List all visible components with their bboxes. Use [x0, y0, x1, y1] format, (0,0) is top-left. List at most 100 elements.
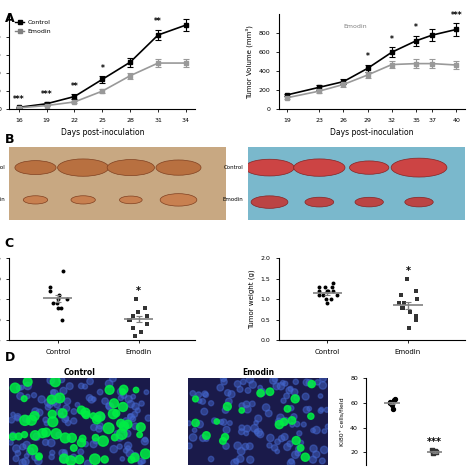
Point: [117, 388, 125, 396]
Point: [110, 446, 118, 453]
Point: [22, 458, 29, 465]
Point: [51, 390, 58, 397]
Point: [253, 428, 261, 436]
Point: [203, 435, 210, 443]
Point: [57, 412, 65, 419]
Point: [48, 396, 55, 403]
Point: [307, 412, 315, 420]
Text: ***: ***: [41, 90, 53, 99]
Point: [292, 451, 299, 458]
Point: [220, 378, 228, 385]
Point: [53, 401, 61, 408]
Point: [53, 300, 61, 307]
Point: [244, 406, 251, 413]
Point: [68, 434, 76, 442]
Point: [48, 449, 56, 456]
Point: [56, 394, 64, 402]
Point: [60, 456, 67, 463]
Point: [8, 416, 15, 424]
Point: [124, 420, 132, 428]
Text: ***: ***: [451, 11, 462, 20]
Point: [265, 410, 273, 417]
Point: [145, 414, 152, 422]
Point: [70, 444, 78, 452]
Point: [92, 437, 100, 445]
Point: [312, 451, 320, 458]
Point: [35, 452, 43, 460]
Point: [196, 397, 203, 405]
Text: Control: Control: [224, 165, 244, 170]
Point: [110, 400, 118, 407]
Point: [282, 417, 289, 425]
Point: [95, 425, 103, 433]
Point: [274, 438, 282, 446]
Point: [406, 308, 414, 315]
Point: [287, 385, 294, 392]
Point: [32, 408, 39, 415]
Point: [14, 413, 21, 420]
Point: [66, 383, 73, 390]
Point: [60, 267, 67, 274]
Point: [433, 448, 440, 456]
Point: [134, 407, 142, 414]
Point: [283, 443, 291, 451]
Point: [131, 452, 139, 460]
Point: [320, 446, 328, 454]
Point: [324, 287, 332, 295]
Point: [252, 419, 260, 427]
Point: [286, 440, 294, 447]
Circle shape: [57, 159, 109, 176]
Point: [257, 390, 264, 397]
Point: [94, 415, 101, 422]
Point: [202, 432, 210, 439]
Point: [302, 393, 310, 401]
Point: [249, 381, 256, 389]
Point: [202, 391, 210, 399]
Point: [70, 408, 78, 415]
Point: [124, 445, 132, 452]
Point: [246, 376, 254, 383]
Point: [48, 453, 55, 461]
Point: [122, 417, 130, 424]
Point: [82, 440, 90, 448]
Point: [90, 424, 98, 431]
Point: [35, 457, 42, 465]
Text: *: *: [136, 286, 141, 296]
Point: [323, 287, 331, 295]
Point: [46, 283, 54, 291]
Point: [24, 378, 31, 386]
Y-axis label: Tumor Volume (mm³): Tumor Volume (mm³): [246, 25, 253, 99]
Point: [295, 445, 303, 453]
Point: [391, 395, 399, 403]
Point: [309, 427, 317, 434]
Point: [141, 304, 148, 311]
Circle shape: [294, 159, 345, 176]
Point: [77, 382, 85, 390]
Point: [400, 300, 408, 307]
Circle shape: [305, 197, 334, 207]
Point: [70, 417, 78, 425]
Point: [273, 383, 280, 390]
Point: [63, 404, 70, 412]
Point: [36, 453, 43, 461]
Point: [120, 392, 128, 399]
Point: [221, 433, 229, 441]
Point: [319, 382, 327, 389]
Point: [73, 401, 81, 409]
Point: [17, 392, 24, 400]
Point: [329, 287, 337, 295]
Point: [121, 423, 128, 430]
Point: [132, 422, 139, 430]
Point: [266, 434, 274, 442]
Point: [53, 394, 61, 401]
Point: [314, 379, 321, 386]
Point: [55, 408, 63, 415]
Text: *: *: [365, 52, 370, 61]
Point: [122, 447, 129, 455]
Point: [285, 387, 293, 394]
Point: [282, 380, 289, 387]
Point: [284, 405, 292, 413]
Text: *: *: [100, 64, 104, 73]
Point: [292, 378, 300, 386]
Point: [22, 415, 30, 423]
